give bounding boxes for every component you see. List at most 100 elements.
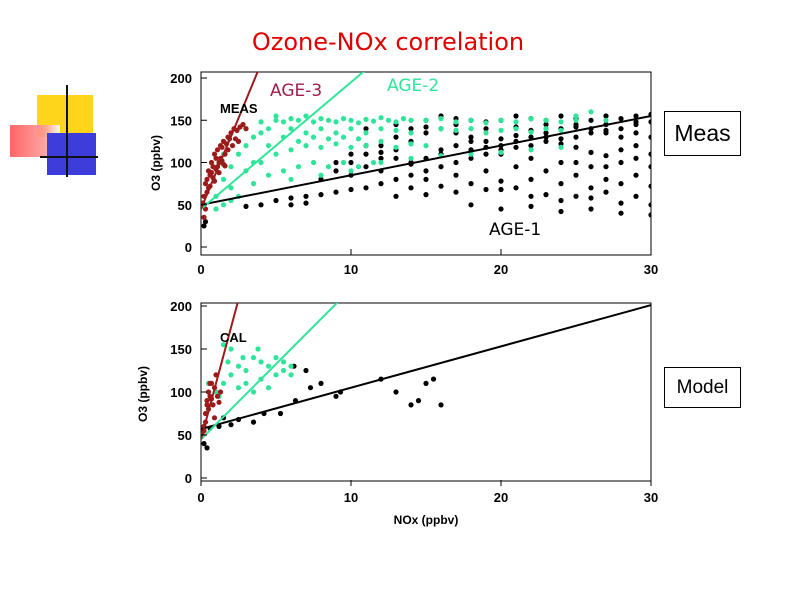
meas-age-1-point [498,186,504,193]
cal-age-3-point [205,389,212,395]
meas-age-1-point [603,153,609,159]
age3-line-label: AGE-3 [270,81,322,101]
meas-age-2-point [333,141,339,147]
meas-age-2-point [273,113,279,119]
meas-age-2-point [378,138,384,144]
cal-age-1-point [423,380,429,386]
meas-age-2-point [393,127,399,133]
meas-age-1-line [201,115,651,206]
meas-age-1-point [633,143,639,149]
meas-age-1-point [603,189,609,195]
meas-age-2-point [453,127,459,133]
meas-age-1-point [468,134,474,140]
cal-age-2-point [225,359,231,365]
meas-age-1-point [378,181,384,187]
age2-line-label: AGE-2 [387,76,439,96]
meas-age-1-point [573,159,579,166]
meas-age-3-point [234,127,240,133]
meas-age-2-point [408,130,414,136]
meas-age-2-point [498,127,504,133]
meas-age-1-point [201,223,207,229]
meas-age-1-point [558,113,564,119]
meas-age-1-point [588,130,594,136]
meas-age-1-point [378,155,384,161]
cal-x-tick-label: 20 [494,490,508,505]
meas-age-2-point [528,129,534,135]
meas-age-2-point [588,109,594,115]
meas-age-2-point [325,117,332,123]
cal-age-2-point [280,359,287,365]
meas-age-1-point [438,183,444,189]
slide-title: Ozone-NOx correlation [251,28,525,56]
meas-age-1-point [588,195,594,201]
meas-age-2-point [310,159,317,166]
meas-age-1-point [648,151,651,157]
meas-age-2-point [573,117,579,123]
cal-regression-lines [201,303,651,441]
meas-age-2-point [393,144,399,150]
meas-age-2-point [258,159,264,166]
meas-age-1-point [453,172,459,178]
cal-age-1-point [408,402,414,408]
cal-age-3-point [216,399,222,405]
meas-age-2-point [543,117,549,123]
meas-age-1-point [528,143,534,149]
cal-age-1-point [201,441,207,447]
meas-age-3-point [219,144,225,150]
cal-age-2-point [240,355,246,361]
meas-age-2-point [393,119,399,125]
meas-age-1-point [468,138,474,144]
meas-age-1-point [348,151,354,157]
meas-age-1-point [483,168,489,174]
meas-age-1-point [348,159,354,166]
meas-age-1-point [423,192,429,198]
meas-age-3-point [204,176,210,182]
meas-age-1-point [393,176,399,182]
cal-age-2-point [265,363,272,369]
meas-age-1-point [498,136,504,142]
meas-age-2-point [250,134,257,140]
cal-y-axis-title: O3 (ppbv) [136,366,150,422]
meas-age-2-point [273,151,279,157]
meas-age-1-point [363,164,369,170]
meas-age-1-point [453,143,459,149]
meas-age-1-point [273,197,279,204]
meas-age-2-point [228,185,234,191]
meas-age-2-point [348,117,354,123]
meas-age-1-point [333,168,339,174]
meas-age-1-point [543,130,549,136]
meas-age-1-point [318,192,324,198]
cal-y-tick-label: 200 [170,299,192,314]
cal-age-2-point [228,346,234,352]
meas-age-1-point [588,164,594,170]
cal-x-tick-label: 10 [344,490,358,505]
meas-age-1-point [558,159,564,166]
meas-y-tick-label: 50 [178,198,192,213]
meas-age-2-point [288,116,294,122]
cal-age-2-point [243,380,249,386]
cal-age-2-point [288,372,294,378]
meas-age-1-point [243,203,249,209]
cal-age-1-point [250,419,257,425]
meas-age-3-point [240,121,246,128]
meas-age-2-point [385,117,392,123]
meas-age-1-point [603,176,609,182]
meas-label-box: Meas [664,111,741,156]
meas-age-2-point [265,126,272,132]
meas-age-1-point [303,200,309,206]
meas-age-1-point [423,130,429,136]
meas-age-1-point [528,176,534,182]
meas-age-1-point [633,113,639,119]
meas-age-1-point [408,185,414,191]
meas-age-2-point [295,138,302,144]
meas-age-1-point [618,116,624,122]
meas-panel-tag: MEAS [220,101,258,116]
meas-age-2-point [543,126,549,132]
meas-age-2-point [528,147,534,153]
meas-age-1-point [648,212,651,218]
cal-y-tick-label: 100 [170,385,192,400]
meas-age-2-point [213,206,219,212]
meas-age-2-point [310,134,317,140]
meas-age-3-point [208,170,215,176]
meas-age-1-point [258,202,264,208]
